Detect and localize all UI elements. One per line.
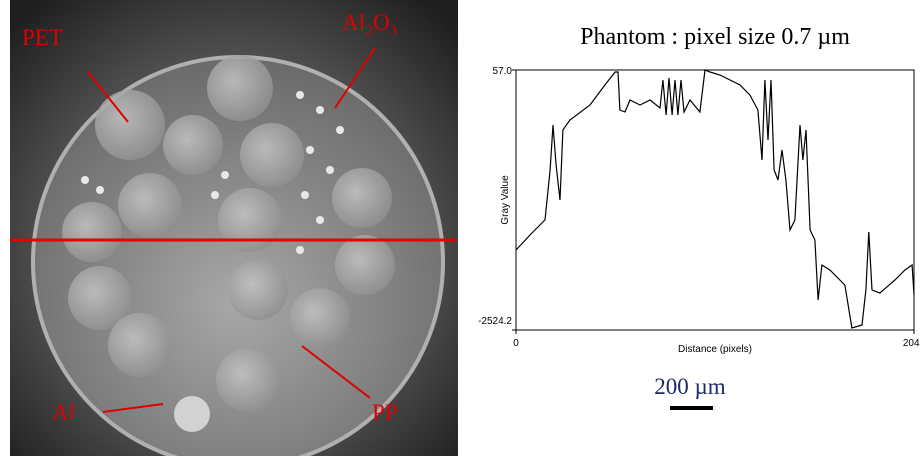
x-tick-label: 0 <box>513 338 519 349</box>
arrow <box>102 403 164 413</box>
label-al: Al <box>52 400 75 425</box>
x-tick-label: 2045 <box>903 338 920 349</box>
particle <box>296 246 304 254</box>
y-axis-label: Gray Value <box>500 175 511 225</box>
particle <box>326 166 334 174</box>
particle <box>96 186 104 194</box>
x-axis-label: Distance (pixels) <box>678 344 752 355</box>
cylinder <box>332 168 392 228</box>
particle <box>221 171 229 179</box>
cylinder <box>218 188 282 252</box>
cylinder <box>174 396 210 432</box>
scale-bar-label: 200 µm <box>654 374 726 399</box>
arrow <box>334 47 376 109</box>
cylinder <box>228 260 288 320</box>
particle <box>336 126 344 134</box>
particle <box>301 191 309 199</box>
profile-chart: Phantom : pixel size 0.7 µm Gray Value D… <box>478 24 920 410</box>
cylinder <box>207 55 273 121</box>
particle <box>81 176 89 184</box>
particle <box>316 106 324 114</box>
particle <box>316 216 324 224</box>
y-tick-label: -2524.2 <box>478 316 512 327</box>
plot-frame <box>515 69 915 331</box>
cylinder <box>68 266 132 330</box>
cylinder <box>62 202 122 262</box>
cylinders <box>62 55 395 432</box>
cylinder <box>163 115 223 175</box>
arrow <box>301 345 371 399</box>
label-pet: PET <box>22 25 63 50</box>
arrow <box>87 71 129 123</box>
chart-title: Phantom : pixel size 0.7 µm <box>580 24 850 50</box>
cylinder <box>290 288 350 348</box>
profile-line <box>515 69 915 329</box>
particle <box>211 191 219 199</box>
cylinder <box>335 235 395 295</box>
cylinder <box>108 313 172 377</box>
cylinder <box>216 348 280 412</box>
particle <box>296 91 304 99</box>
cylinder <box>118 173 182 237</box>
label-al2o3: Al₂O₃ <box>342 10 398 35</box>
y-tick-label: 57.0 <box>493 66 513 77</box>
particles <box>81 91 344 254</box>
label-pp: PP <box>372 400 398 425</box>
particle <box>306 146 314 154</box>
arrows <box>87 47 376 413</box>
cylinder <box>95 90 165 160</box>
cylinder <box>240 123 304 187</box>
ct-image: PET Al₂O₃ Al PP <box>10 0 458 456</box>
